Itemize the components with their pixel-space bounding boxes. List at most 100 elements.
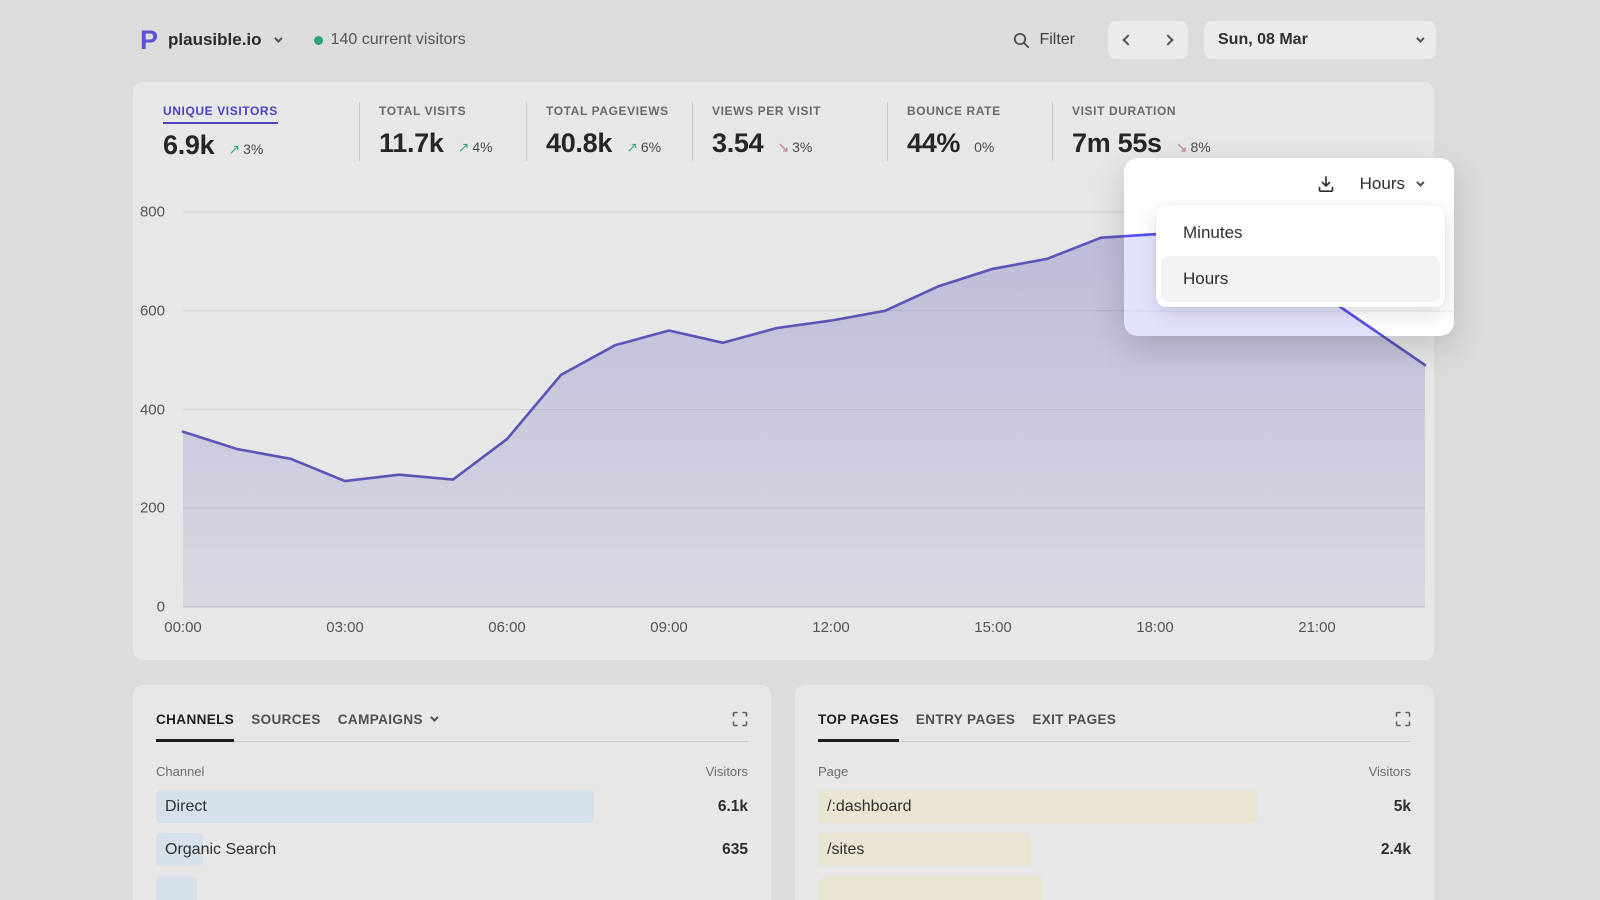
- stat-label: BOUNCE RATE: [907, 104, 1001, 118]
- interval-selected-label: Hours: [1359, 174, 1405, 193]
- x-tick-label: 21:00: [1298, 619, 1336, 636]
- y-tick-label: 0: [156, 598, 165, 616]
- channels-card: CHANNELS SOURCES CAMPAIGNS Channel Visitors D…: [133, 685, 771, 900]
- expand-button[interactable]: [732, 711, 748, 727]
- column-header-right: Visitors: [1368, 764, 1411, 779]
- table-row[interactable]: /sites 2.4k: [818, 833, 1411, 866]
- stat-bounce-rate[interactable]: BOUNCE RATE 44% 0%: [888, 102, 1053, 161]
- row-bar: [818, 833, 1032, 866]
- analytics-card: UNIQUE VISITORS 6.9k ↗ 3% TOTAL VISITS 11.7k ↗…: [133, 82, 1434, 660]
- next-period-button[interactable]: [1148, 21, 1188, 59]
- row-label: Organic Search: [165, 840, 277, 858]
- stat-change: ↗ 6%: [626, 139, 662, 155]
- breakdown-rows: /:dashboard 5k/sites 2.4k: [818, 790, 1411, 900]
- stat-total-pageviews[interactable]: TOTAL PAGEVIEWS 40.8k ↗ 6%: [527, 102, 693, 161]
- stat-total-visits[interactable]: TOTAL VISITS 11.7k ↗ 4%: [360, 102, 527, 161]
- tab-sources[interactable]: SOURCES: [251, 712, 321, 727]
- table-row[interactable]: Organic Search 635: [156, 833, 748, 866]
- stat-change: ↗ 3%: [228, 141, 264, 157]
- stat-label: TOTAL PAGEVIEWS: [546, 104, 669, 118]
- chevron-right-icon: [1162, 34, 1174, 46]
- filter-button[interactable]: Filter: [1013, 31, 1075, 49]
- stat-change: ↘ 3%: [777, 139, 813, 155]
- arrow-up-icon: ↗: [228, 141, 241, 157]
- stat-change: 0%: [974, 139, 995, 155]
- y-tick-label: 800: [139, 203, 165, 221]
- interval-option-hours[interactable]: Hours: [1161, 256, 1440, 302]
- live-dot-icon: [313, 35, 323, 45]
- row-bar: [818, 790, 1257, 823]
- column-headers: Channel Visitors: [156, 764, 748, 779]
- row-bar: [156, 876, 198, 900]
- search-icon: [1014, 32, 1030, 48]
- tab-entry-pages[interactable]: ENTRY PAGES: [916, 712, 1015, 727]
- x-tick-label: 00:00: [164, 619, 202, 636]
- tab-label: SOURCES: [251, 711, 321, 727]
- row-bar: [156, 790, 595, 823]
- arrow-up-icon: ↗: [457, 139, 470, 155]
- date-nav-group: [1108, 21, 1188, 59]
- column-headers: Page Visitors: [818, 764, 1411, 779]
- expand-icon: [732, 711, 748, 727]
- stat-visit-duration[interactable]: VISIT DURATION 7m 55s ↘ 8%: [1053, 102, 1313, 161]
- interval-spotlight-panel: Hours Minutes Hours: [1124, 158, 1454, 336]
- stat-value: 6.9k: [163, 130, 215, 160]
- tab-exit-pages[interactable]: EXIT PAGES: [1032, 712, 1116, 727]
- stat-label: UNIQUE VISITORS: [163, 104, 278, 124]
- chart-x-axis: 00:00 03:00 06:00 09:00 12:00 15:00 18:00 21:00: [164, 619, 1425, 639]
- stats-row: UNIQUE VISITORS 6.9k ↗ 3% TOTAL VISITS 11.7k ↗…: [163, 102, 1404, 161]
- y-tick-label: 200: [139, 499, 165, 517]
- x-tick-label: 03:00: [326, 619, 364, 636]
- chevron-left-icon: [1122, 34, 1134, 46]
- breakdown-tabs: CHANNELS SOURCES CAMPAIGNS: [156, 708, 748, 730]
- stat-value: 7m 55s: [1072, 128, 1162, 158]
- tab-campaigns[interactable]: CAMPAIGNS: [338, 712, 439, 727]
- stat-value-row: 11.7k ↗ 4%: [379, 128, 526, 159]
- row-value: 635: [722, 840, 748, 858]
- stat-value: 44%: [907, 128, 961, 158]
- expand-icon: [1395, 711, 1411, 727]
- tabs-divider: [818, 739, 1411, 742]
- interval-selector-button[interactable]: Hours: [1316, 166, 1425, 202]
- tab-top-pages[interactable]: TOP PAGES: [818, 712, 899, 727]
- stat-label: VISIT DURATION: [1072, 104, 1177, 118]
- current-visitors[interactable]: 140 current visitors: [313, 31, 466, 49]
- stat-value: 3.54: [712, 128, 764, 158]
- row-bar: [818, 876, 1044, 900]
- stat-value-row: 44% 0%: [907, 128, 1052, 159]
- table-row[interactable]: /:dashboard 5k: [818, 790, 1411, 823]
- stat-change: ↘ 8%: [1175, 139, 1211, 155]
- column-header-left: Page: [818, 764, 849, 779]
- prev-period-button[interactable]: [1108, 21, 1148, 59]
- tab-label: TOP PAGES: [818, 711, 899, 727]
- date-picker-button[interactable]: Sun, 08 Mar: [1204, 21, 1436, 59]
- tab-label: EXIT PAGES: [1032, 711, 1117, 727]
- stat-value-row: 3.54 ↘ 3%: [712, 128, 887, 159]
- tab-channels[interactable]: CHANNELS: [156, 712, 234, 727]
- stat-value-row: 6.9k ↗ 3%: [163, 130, 359, 161]
- breakdown-tabs: TOP PAGES ENTRY PAGES EXIT PAGES: [818, 708, 1411, 730]
- chart-y-axis: 0 200 400 600 800: [133, 200, 173, 616]
- site-switcher-chevron-down-icon[interactable]: [273, 34, 283, 43]
- stat-label: TOTAL VISITS: [379, 104, 467, 118]
- arrow-down-icon: ↘: [1175, 139, 1188, 155]
- row-value: 6.1k: [717, 797, 748, 815]
- expand-button[interactable]: [1395, 711, 1411, 727]
- stat-value-row: 7m 55s ↘ 8%: [1072, 128, 1313, 159]
- arrow-up-icon: ↗: [626, 139, 638, 155]
- interval-option-minutes[interactable]: Minutes: [1183, 223, 1243, 242]
- date-chevron-down-icon: [1416, 34, 1425, 43]
- stat-unique-visitors[interactable]: UNIQUE VISITORS 6.9k ↗ 3%: [163, 102, 360, 161]
- chevron-down-icon: [430, 713, 439, 722]
- download-icon: [1318, 176, 1333, 193]
- site-name[interactable]: plausible.io: [168, 30, 262, 49]
- table-row[interactable]: Direct 6.1k: [156, 790, 748, 823]
- stat-views-per-visit[interactable]: VIEWS PER VISIT 3.54 ↘ 3%: [693, 102, 888, 161]
- tab-label: ENTRY PAGES: [915, 711, 1016, 727]
- x-tick-label: 09:00: [650, 619, 688, 636]
- breakdown-rows: Direct 6.1k Organic Search 635: [156, 790, 748, 900]
- stat-change: ↗ 4%: [457, 139, 493, 155]
- row-label: /sites: [827, 840, 865, 858]
- stat-value-row: 40.8k ↗ 6%: [546, 128, 692, 159]
- current-visitors-label: 140 current visitors: [330, 31, 466, 48]
